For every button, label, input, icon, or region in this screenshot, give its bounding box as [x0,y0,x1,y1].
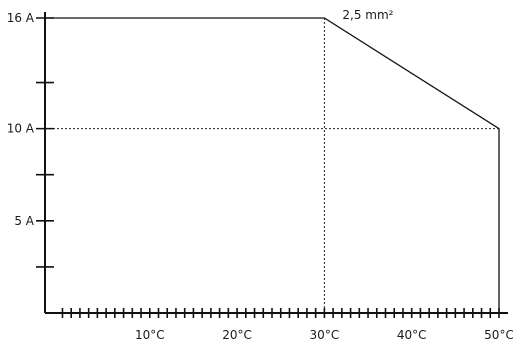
y-tick-label: 16 A [7,11,35,25]
y-ticks: 5 A 10 A 16 A [7,11,54,268]
x-tick-label: 30°C [310,328,340,342]
series-label: 2,5 mm² [342,8,393,22]
x-tick-label: 20°C [222,328,252,342]
x-tick-label: 40°C [397,328,427,342]
guide-lines [45,18,499,313]
x-tick-label: 50°C [484,328,513,342]
series-labels: 2,5 mm² [342,8,393,22]
y-tick-label: 5 A [14,214,34,228]
series-line [45,17,500,313]
series-lines [45,17,500,313]
y-tick-label: 10 A [7,122,35,136]
x-ticks: 10°C 20°C 30°C 40°C 50°C [61,308,513,342]
x-tick-label: 10°C [135,328,165,342]
